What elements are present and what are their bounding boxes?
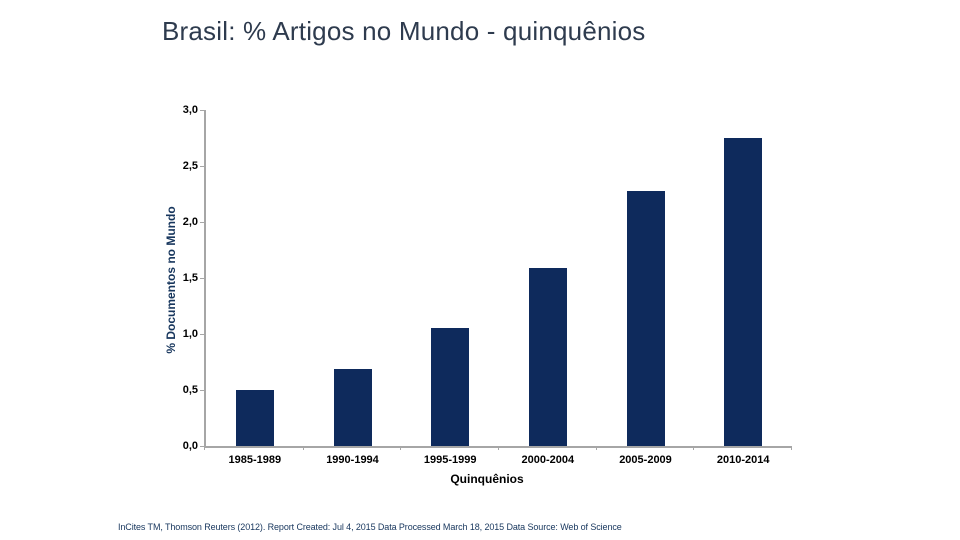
y-tick-label: 0,5 xyxy=(182,384,198,396)
bar-1990-1994 xyxy=(333,368,372,446)
y-tick-mark xyxy=(200,390,204,391)
x-tick-mark xyxy=(791,446,792,450)
x-tick-mark xyxy=(302,446,304,450)
bar-2010-2014 xyxy=(724,138,763,446)
x-category-label: 1985-1989 xyxy=(228,454,282,466)
x-tick-mark xyxy=(400,446,402,450)
y-tick-label: 3,0 xyxy=(182,104,198,116)
x-tick-mark xyxy=(595,446,597,450)
x-category-label: 1995-1999 xyxy=(423,454,477,466)
x-tick-mark xyxy=(693,446,695,450)
x-category-label: 2000-2004 xyxy=(521,454,575,466)
y-tick-label: 2,5 xyxy=(182,160,198,172)
y-tick-label: 2,0 xyxy=(182,216,198,228)
y-tick-mark xyxy=(200,166,204,167)
bar-1985-1989 xyxy=(235,390,274,446)
x-tick-mark xyxy=(204,446,205,450)
y-tick-mark xyxy=(200,110,204,111)
chart-title: Brasil: % Artigos no Mundo - quinquênios xyxy=(162,16,646,46)
source-attribution: InCites TM, Thomson Reuters (2012). Repo… xyxy=(118,522,622,532)
plot-area: 0,0 0,5 1,0 1,5 2,0 2,5 3,0 1985-1989 1990-1994 1… xyxy=(183,104,792,466)
y-tick-mark xyxy=(200,278,204,279)
x-axis-title: Quinquênios xyxy=(450,472,524,486)
y-tick-label: 1,5 xyxy=(182,272,198,284)
x-category-label: 2010-2014 xyxy=(716,454,770,466)
x-category-label: 2005-2009 xyxy=(619,454,672,466)
y-tick-mark xyxy=(200,334,204,335)
bar-1995-1999 xyxy=(431,328,470,446)
y-tick-label: 0,0 xyxy=(182,440,198,452)
y-axis-line xyxy=(204,110,206,448)
y-tick-label: 1,0 xyxy=(182,328,198,340)
x-tick-mark xyxy=(498,446,499,450)
y-tick-mark xyxy=(200,222,204,223)
x-category-label: 1990-1994 xyxy=(326,454,379,466)
y-tick-mark xyxy=(200,446,204,447)
bar-2000-2004 xyxy=(528,267,567,446)
bar-2005-2009 xyxy=(626,190,665,446)
